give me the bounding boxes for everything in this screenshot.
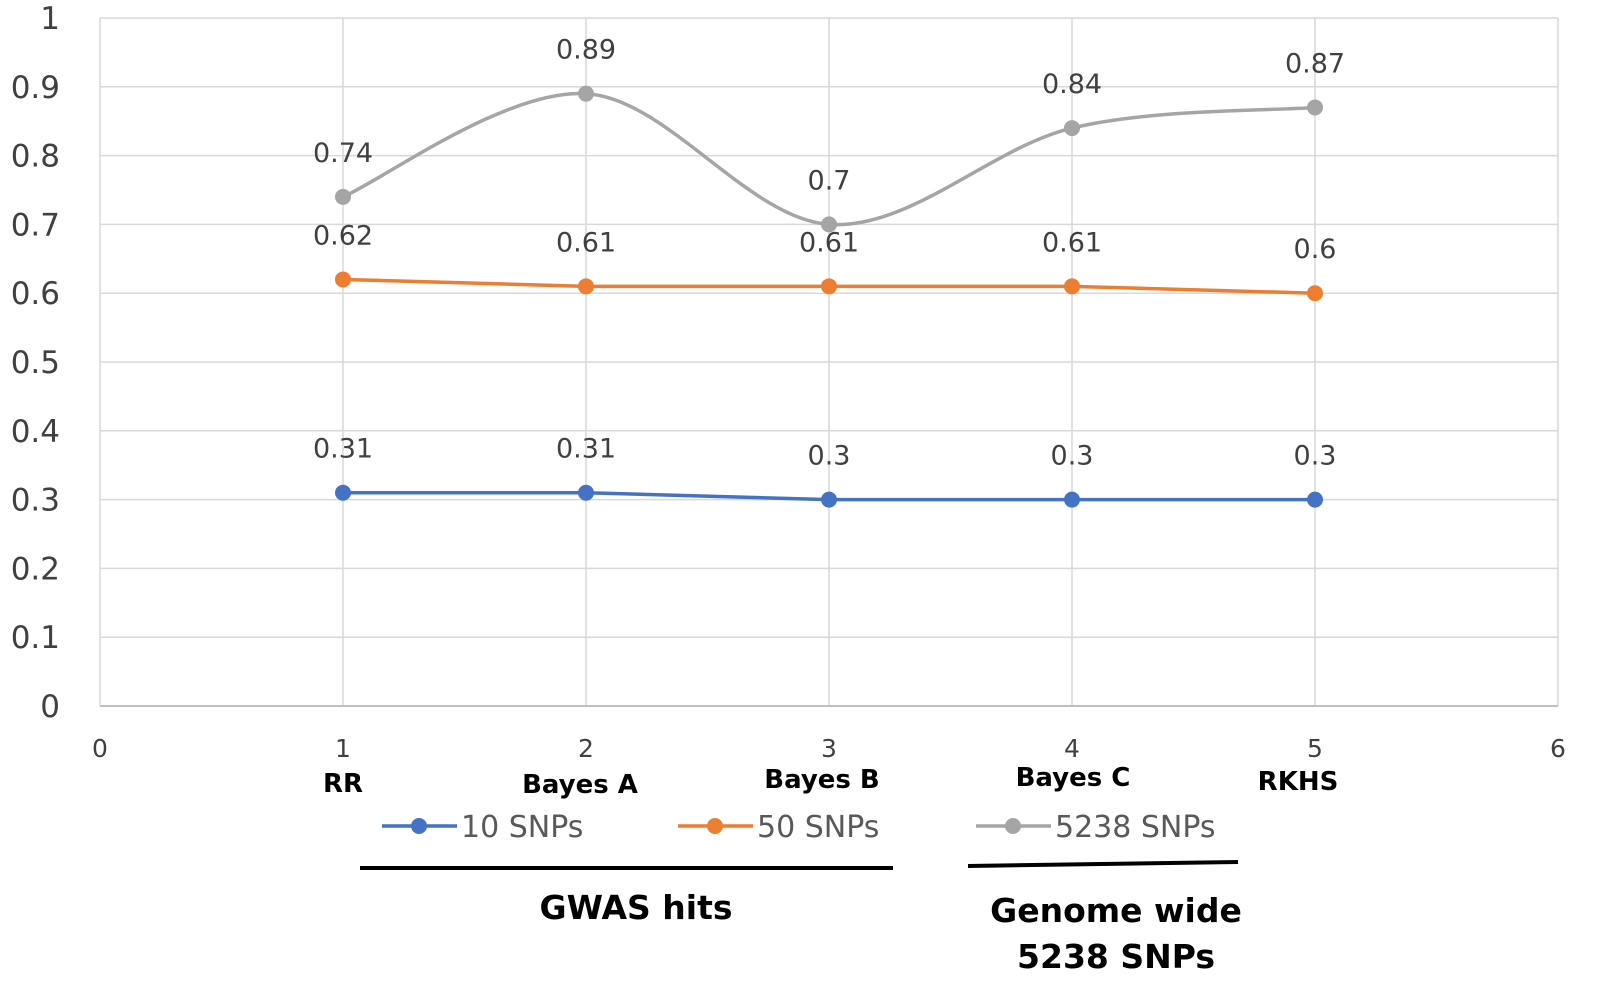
y-tick-label: 0 <box>40 689 60 725</box>
legend-label: 5238 SNPs <box>1055 810 1216 845</box>
y-tick-label: 0.2 <box>11 551 60 587</box>
data-point-5238-snps <box>578 85 594 102</box>
gridlines <box>100 17 1559 706</box>
legend-swatch-marker <box>411 818 427 834</box>
data-labels: 0.31 0.31 0.3 0.3 0.3 0.62 0.61 0.61 0.61 0.6 0.74… <box>313 35 1345 472</box>
method-label: Bayes C <box>1016 763 1131 793</box>
data-label-10-snps: 0.3 <box>1294 441 1337 472</box>
x-tick-label: 4 <box>1064 734 1080 763</box>
data-point-50-snps <box>1307 285 1323 302</box>
y-tick-label: 0.1 <box>11 620 60 656</box>
data-point-50-snps <box>821 278 837 295</box>
y-tick-label: 0.8 <box>11 139 60 175</box>
data-point-5238-snps <box>1307 99 1323 116</box>
method-labels: RR Bayes A Bayes B Bayes C RKHS <box>323 763 1338 800</box>
data-point-5238-snps <box>1064 120 1080 137</box>
axes: 0 0.1 0.2 0.3 0.4 0.5 0.6 0.7 0.8 0.9 1 0 1 2 3 4 5 6 <box>11 1 1566 763</box>
x-tick-label: 1 <box>335 734 351 763</box>
group-annotations: GWAS hits Genome wide 5238 SNPs <box>360 860 1242 976</box>
data-label-5238-snps: 0.74 <box>313 138 373 169</box>
legend: 10 SNPs 50 SNPs 5238 SNPs <box>382 810 1216 845</box>
data-point-10-snps <box>335 484 351 501</box>
data-label-50-snps: 0.61 <box>799 227 859 258</box>
y-tick-label: 1 <box>40 1 60 37</box>
data-label-10-snps: 0.3 <box>808 441 851 472</box>
group-label-gwas: GWAS hits <box>539 888 732 927</box>
x-tick-label: 3 <box>821 734 837 763</box>
data-point-5238-snps <box>821 216 837 233</box>
data-point-10-snps <box>821 491 837 508</box>
data-label-5238-snps: 0.84 <box>1042 69 1102 100</box>
data-label-5238-snps: 0.7 <box>808 165 851 196</box>
group-label-genome-wide: Genome wide <box>990 891 1242 930</box>
data-label-5238-snps: 0.89 <box>556 35 616 66</box>
method-label: Bayes A <box>522 770 638 800</box>
legend-label: 50 SNPs <box>757 810 879 845</box>
y-tick-label: 0.3 <box>11 483 60 519</box>
data-label-10-snps: 0.3 <box>1051 441 1094 472</box>
method-label: RR <box>323 769 363 799</box>
data-point-50-snps <box>1064 278 1080 295</box>
data-point-5238-snps <box>335 188 351 205</box>
group-bracket-line <box>967 860 1239 868</box>
data-label-50-snps: 0.61 <box>556 227 616 258</box>
data-label-50-snps: 0.61 <box>1042 227 1102 258</box>
y-tick-label: 0.7 <box>11 207 60 243</box>
data-point-50-snps <box>335 271 351 288</box>
x-tick-label: 2 <box>578 734 594 763</box>
data-label-5238-snps: 0.87 <box>1285 48 1345 79</box>
y-tick-label: 0.6 <box>11 276 60 312</box>
data-point-10-snps <box>1064 491 1080 508</box>
y-tick-label: 0.5 <box>11 345 60 381</box>
data-point-10-snps <box>1307 491 1323 508</box>
x-tick-label: 6 <box>1550 734 1566 763</box>
data-label-10-snps: 0.31 <box>313 434 373 465</box>
data-label-50-snps: 0.62 <box>313 220 373 251</box>
data-point-10-snps <box>578 484 594 501</box>
method-label: RKHS <box>1258 767 1339 797</box>
legend-label: 10 SNPs <box>461 810 583 845</box>
x-tick-label: 5 <box>1307 734 1323 763</box>
legend-swatch-marker <box>1005 818 1021 834</box>
x-tick-label: 0 <box>92 734 108 763</box>
data-label-50-snps: 0.6 <box>1294 234 1337 265</box>
series-lines <box>335 85 1323 508</box>
data-point-50-snps <box>578 278 594 295</box>
y-tick-label: 0.9 <box>11 70 60 106</box>
group-label-genome-wide: 5238 SNPs <box>1017 937 1215 976</box>
y-tick-label: 0.4 <box>11 414 60 450</box>
legend-swatch-marker <box>707 818 723 834</box>
method-label: Bayes B <box>764 765 880 795</box>
data-label-10-snps: 0.31 <box>556 434 616 465</box>
